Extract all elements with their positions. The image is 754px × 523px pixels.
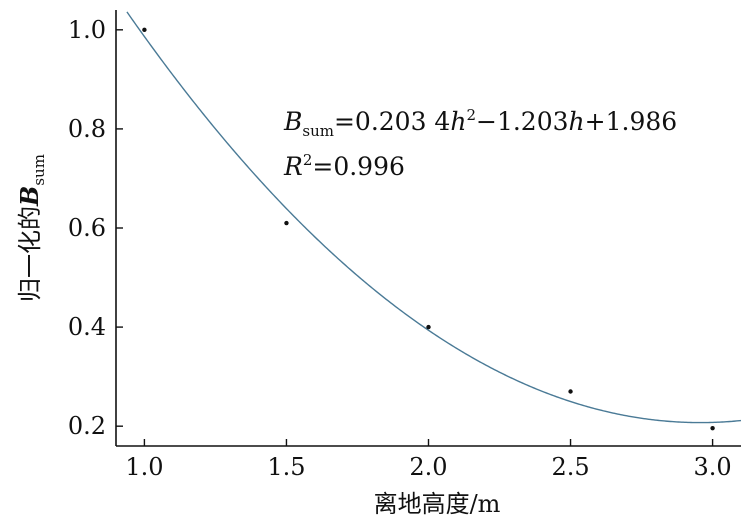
y-axis-label-var: B	[15, 186, 44, 207]
y-tick-label: 1.0	[68, 16, 106, 44]
y-ticks: 0.2 0.4 0.6 0.8 1.0	[68, 16, 123, 440]
r-squared-var: R	[283, 152, 303, 181]
equation-rhs-2: −1.203	[476, 107, 569, 136]
y-axis-label-prefix: 归一化的	[16, 206, 44, 302]
y-axis-label-subscript: sum	[30, 154, 48, 186]
fit-curve	[126, 11, 742, 424]
r-squared-superscript: 2	[303, 151, 313, 169]
y-tick-label: 0.2	[68, 412, 106, 440]
y-axis-label: 归一化的Bsum	[15, 154, 48, 302]
x-tick-label: 2.0	[409, 453, 447, 481]
data-points	[142, 27, 715, 431]
y-tick-label: 0.8	[68, 115, 106, 143]
equation-superscript: 2	[466, 106, 476, 124]
data-point	[710, 425, 715, 431]
x-tick-label: 1.0	[125, 453, 163, 481]
data-point	[426, 324, 431, 330]
y-tick-label: 0.6	[68, 214, 106, 242]
x-tick-label: 1.5	[267, 453, 305, 481]
y-tick-label: 0.4	[68, 313, 106, 341]
equation-var: B	[283, 107, 302, 136]
equation-subscript: sum	[302, 122, 334, 140]
r-squared-value: =0.996	[312, 152, 405, 181]
equation-h-2: h	[569, 107, 585, 136]
fit-equation: Bsum=0.203 4h2−1.203h+1.986	[283, 106, 677, 140]
x-tick-label: 3.0	[694, 453, 732, 481]
data-point	[568, 389, 573, 394]
x-axis-label: 离地高度/m	[374, 490, 501, 518]
equation-rhs-1: =0.203 4	[334, 107, 450, 136]
r-squared: R2=0.996	[283, 151, 405, 181]
x-ticks: 1.0 1.5 2.0 2.5 3.0	[125, 439, 732, 481]
data-point	[142, 27, 147, 33]
data-point	[284, 220, 289, 226]
equation-h-1: h	[450, 107, 466, 136]
equation-rhs-3: +1.986	[585, 107, 678, 136]
x-tick-label: 2.5	[551, 453, 589, 481]
